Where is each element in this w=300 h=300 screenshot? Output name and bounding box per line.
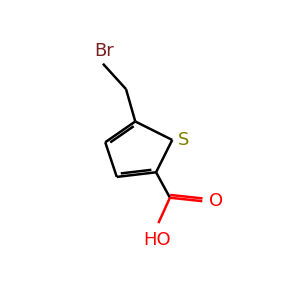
- Text: O: O: [209, 192, 223, 210]
- Text: Br: Br: [94, 42, 114, 60]
- Text: S: S: [178, 131, 189, 149]
- Text: HO: HO: [143, 231, 171, 249]
